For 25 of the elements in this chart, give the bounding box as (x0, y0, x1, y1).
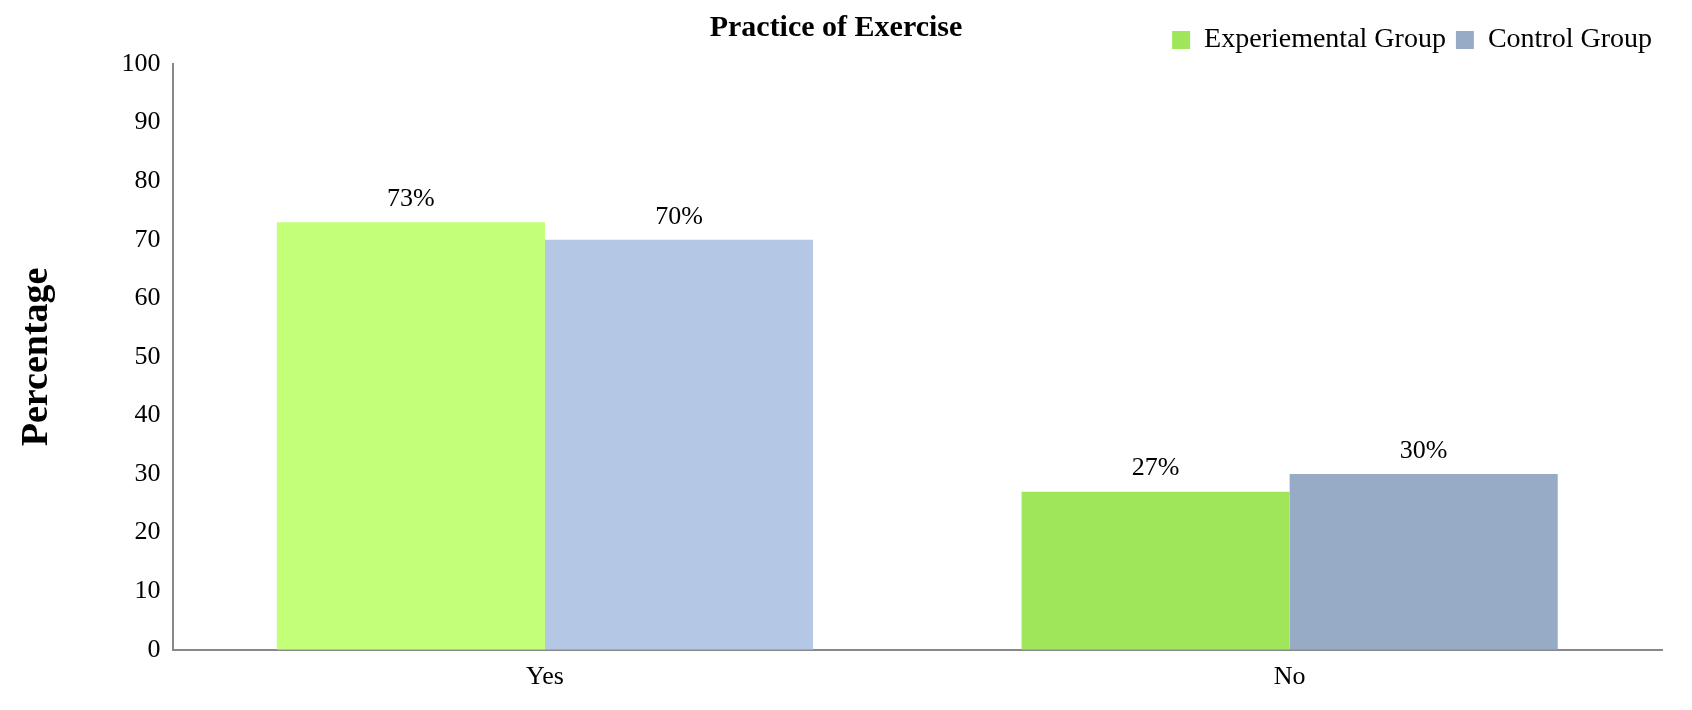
legend-label: Control Group (1487, 22, 1653, 54)
y-tick-label: 10 (134, 575, 161, 605)
bar (1021, 491, 1290, 650)
y-tick-label: 100 (121, 47, 161, 77)
y-tick-label: 50 (134, 340, 161, 370)
x-tick-label: No (1273, 661, 1306, 691)
legend-label: Experiemental Group (1204, 22, 1446, 54)
y-tick-label: 30 (134, 457, 161, 487)
y-tick-label: 60 (134, 282, 161, 312)
y-tick-label: 70 (134, 223, 161, 253)
y-tick-label: 90 (134, 106, 161, 136)
bar (1289, 474, 1558, 650)
x-tick-label: Yes (526, 661, 564, 691)
y-tick-label: 20 (134, 516, 161, 546)
y-tick-label: 0 (147, 633, 161, 663)
y-tick-label: 40 (134, 399, 161, 429)
data-label: 27% (1131, 452, 1180, 482)
chart-title: Practice of Exercise (709, 8, 963, 42)
y-tick-label: 80 (134, 164, 161, 194)
bar (276, 222, 545, 650)
data-label: 30% (1399, 434, 1448, 464)
y-axis-title: Percentage (12, 267, 55, 447)
data-label: 70% (655, 200, 703, 230)
data-label: 73% (387, 182, 435, 212)
bar (544, 239, 814, 650)
